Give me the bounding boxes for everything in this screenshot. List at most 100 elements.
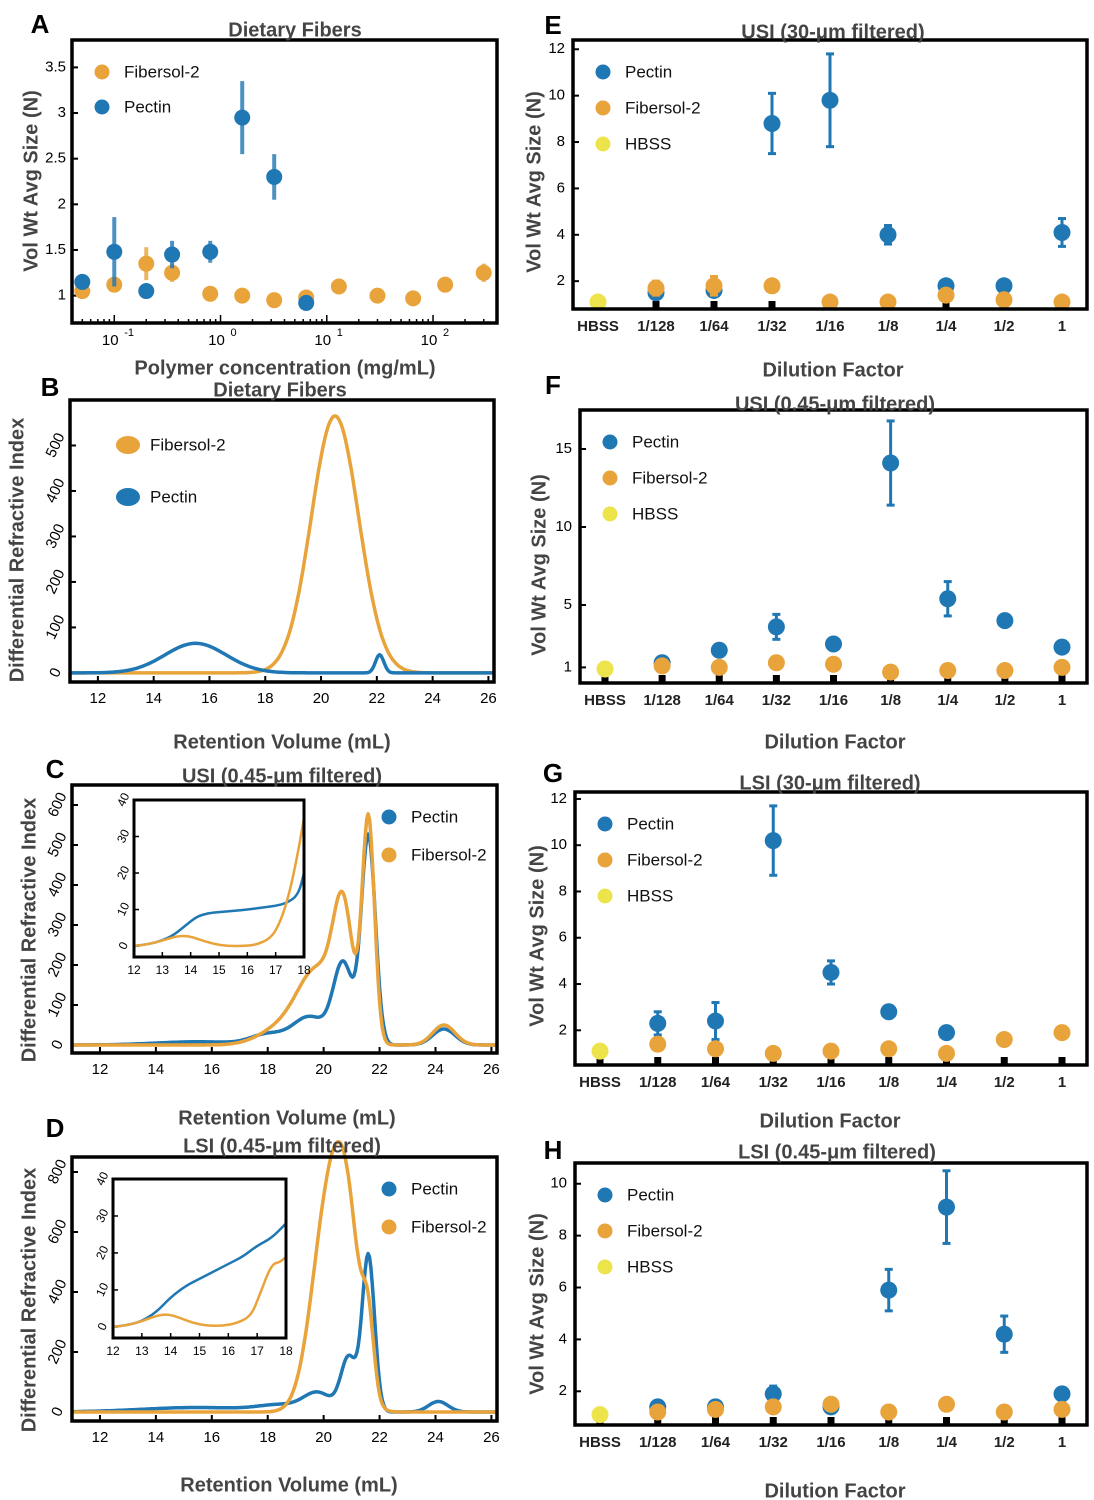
x-tick (772, 675, 780, 683)
panel-label: E (544, 10, 561, 40)
x-tick-label: 1 (1058, 692, 1066, 709)
x-axis-label: Dilution Factor (762, 359, 903, 381)
chart-title: USI (30-μm filtered) (741, 21, 924, 43)
x-tick-label: 1/128 (643, 692, 681, 709)
x-tick (885, 1057, 893, 1065)
x-axis-label: Dilution Factor (764, 731, 905, 753)
y-tick-label: 8 (559, 1227, 567, 1244)
legend-marker (381, 847, 397, 863)
data-point-fibersol-2 (705, 277, 723, 295)
inset-y-tick-label: 30 (93, 1206, 111, 1224)
inset-x-tick-label: 16 (222, 1344, 236, 1358)
data-point-fibersol-2 (437, 276, 454, 293)
data-point-pectin (1053, 223, 1071, 241)
data-point-fibersol-2 (763, 277, 781, 295)
data-point-hbss (596, 660, 614, 678)
y-axis-label: Vol Wt Avg Size (N) (526, 1213, 548, 1394)
legend-entry: Pectin (625, 62, 672, 81)
y-axis-label: Differential Refractive Index (18, 1168, 40, 1433)
data-point-fibersol-2 (996, 662, 1014, 680)
data-point-fibersol-2 (653, 657, 671, 675)
legend-entry: Fibersol-2 (411, 845, 487, 864)
inset-y-tick-label: 30 (114, 827, 132, 845)
inset-chart: 12 13 14 15 16 17 18 0 10 20 30 40 (114, 790, 311, 977)
data-point-pectin (882, 454, 900, 472)
y-tick-label: 100 (43, 612, 69, 642)
data-point-fibersol-2 (767, 654, 785, 672)
x-tick (1058, 1417, 1066, 1425)
x-tick-label: 10 (208, 332, 225, 349)
x-tick-label: HBSS (584, 692, 626, 709)
y-axis-label: Vol Wt Avg Size (N) (528, 474, 550, 655)
x-axis-label: Dilution Factor (759, 1110, 900, 1132)
legend-entry: Fibersol-2 (124, 62, 200, 81)
x-tick (654, 1057, 662, 1065)
legend-marker (597, 1223, 613, 1239)
x-tick-label: 1/4 (937, 692, 959, 709)
inset-series-line-fibersol-2 (111, 1255, 287, 1329)
inset-x-tick-label: 15 (193, 1344, 207, 1358)
chart-panel-g: HBSS 1/128 1/64 1/32 1/16 1/8 1/4 1/2 124681012G… (526, 758, 1089, 1132)
x-tick (652, 301, 660, 309)
inset-y-tick-label: 40 (93, 1169, 111, 1187)
inset-y-tick-label: 10 (93, 1280, 111, 1298)
x-axis-label: Retention Volume (mL) (180, 1474, 397, 1496)
y-tick-label: 1 (564, 658, 572, 675)
legend-marker (381, 809, 397, 825)
y-tick-label: 300 (45, 910, 71, 940)
x-tick (658, 675, 666, 683)
y-tick-label: 2.5 (45, 150, 66, 167)
y-tick-label: 4 (559, 1330, 567, 1347)
data-point-pectin (821, 91, 839, 109)
x-tick-label: 1/16 (819, 692, 848, 709)
data-point-fibersol-2 (234, 287, 251, 304)
y-tick-label: 2 (557, 272, 565, 289)
inset-y-tick-label: 40 (114, 790, 132, 808)
plot-frame (68, 398, 496, 684)
y-tick-label: 0 (48, 1404, 67, 1419)
x-tick-label: 1/2 (994, 318, 1015, 335)
x-tick-label: 10 (102, 332, 119, 349)
chart-title: USI (0.45-μm filtered) (735, 393, 935, 415)
y-tick-label: 200 (43, 567, 69, 597)
legend-marker (94, 99, 110, 115)
legend-marker (381, 1219, 397, 1235)
data-point-fibersol-2 (995, 1031, 1013, 1049)
chart-title: LSI (0.45-μm filtered) (738, 1141, 936, 1163)
x-tick-label: 1/8 (878, 318, 899, 335)
y-tick-label: 400 (43, 476, 69, 506)
data-point-pectin (995, 1325, 1013, 1343)
inset-frame (111, 1177, 288, 1340)
y-tick-label: 8 (557, 133, 565, 150)
chart-title: Dietary Fibers (228, 19, 361, 41)
data-point-pectin (880, 1281, 898, 1299)
data-point-hbss (589, 293, 607, 311)
data-point-pectin (1053, 638, 1071, 656)
x-tick-label: HBSS (579, 1434, 621, 1451)
x-tick-exponent: -1 (124, 327, 134, 339)
legend-entry: Pectin (627, 814, 674, 833)
x-axis-label: Dilution Factor (764, 1480, 905, 1500)
x-tick-label: 1/32 (759, 1074, 788, 1091)
y-tick-label: 3 (58, 104, 66, 121)
chart-panel-f: HBSS 1/128 1/64 1/32 1/16 1/8 1/4 1/2 1151015FUS… (528, 370, 1089, 753)
x-tick (769, 1417, 777, 1425)
data-point-fibersol-2 (649, 1403, 667, 1421)
legend-marker (595, 100, 611, 116)
inset-series-line-fibersol-2 (132, 818, 306, 948)
data-point-pectin (266, 168, 283, 185)
x-tick-label: 10 (421, 332, 438, 349)
y-tick-label: 100 (45, 990, 71, 1020)
panel-label: C (46, 754, 65, 784)
y-tick-label: 4 (559, 975, 567, 992)
data-point-fibersol-2 (995, 1403, 1013, 1421)
x-tick-label: 20 (315, 1061, 332, 1078)
y-tick-label: 1.5 (45, 241, 66, 258)
x-tick-label: 1 (1058, 318, 1066, 335)
x-tick-label: 1/8 (878, 1434, 899, 1451)
y-tick-label: 800 (45, 1157, 71, 1187)
x-tick-label: 22 (368, 690, 385, 707)
x-tick-label: 1/32 (759, 1434, 788, 1451)
data-point-fibersol-2 (649, 1035, 667, 1053)
series-line-fibersol-2 (71, 812, 498, 1047)
